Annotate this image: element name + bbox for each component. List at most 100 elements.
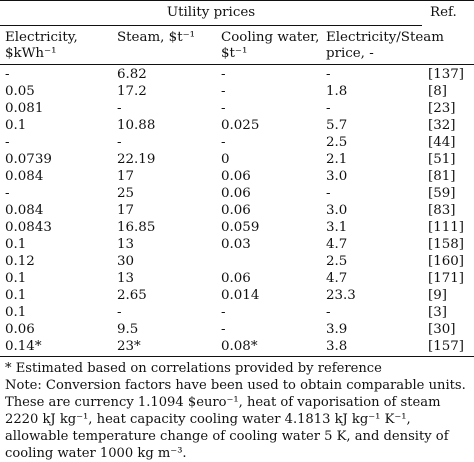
ref-cell: [59] [428,186,456,201]
ref-cell: [23] [428,101,456,116]
table-row: - 6.82 - - [137] [0,66,474,83]
ref-cell: [137] [428,67,465,82]
ratio-cell: 3.8 [326,339,348,354]
electricity-cell: 0.1 [5,271,27,286]
column-header-line: Electricity/Steam [326,30,444,45]
steam-cell: 13 [117,271,135,286]
column-header-line: Cooling water, [221,30,320,45]
ratio-cell: 3.0 [326,203,348,218]
ratio-cell: 2.5 [326,254,348,269]
ref-cell: [171] [428,271,465,286]
cooling-water-cell: 0.014 [221,288,260,303]
ratio-cell: 1.8 [326,84,348,99]
cooling-water-cell: 0.06 [221,186,251,201]
table-row: 0.0739 22.19 0 2.1 [51] [0,151,474,168]
ratio-cell: 23.3 [326,288,356,303]
table-row: 0.084 17 0.06 3.0 [81] [0,168,474,185]
electricity-cell: 0.081 [5,101,44,116]
ref-cell: [160] [428,254,465,269]
steam-cell: 17.2 [117,84,147,99]
table-row: 0.0843 16.85 0.059 3.1 [111] [0,219,474,236]
ratio-cell: 3.1 [326,220,348,235]
cooling-water-cell: 0.06 [221,271,251,286]
electricity-cell: 0.084 [5,203,44,218]
table-row: 0.084 17 0.06 3.0 [83] [0,202,474,219]
electricity-cell: - [5,67,10,82]
electricity-cell: 0.1 [5,237,27,252]
footnote-estimated: * Estimated based on correlations provid… [5,361,382,376]
ref-cell: [158] [428,237,465,252]
steam-cell: - [117,135,122,150]
electricity-cell: 0.1 [5,288,27,303]
table-row: - - - 2.5 [44] [0,134,474,151]
electricity-cell: - [5,186,10,201]
ref-cell: [51] [428,152,456,167]
ratio-cell: 2.1 [326,152,348,167]
steam-cell: 10.88 [117,118,156,133]
column-header-cooling-water: Cooling water, $t⁻¹ [221,30,319,62]
ref-cell: [3] [428,305,447,320]
column-header-unit: price, - [326,46,374,61]
electricity-cell: - [5,135,10,150]
electricity-cell: 0.0843 [5,220,52,235]
table-row: 0.12 30 2.5 [160] [0,253,474,270]
ratio-cell: - [326,101,331,116]
ref-cell: [44] [428,135,456,150]
cooling-water-cell: 0.025 [221,118,260,133]
electricity-cell: 0.1 [5,305,27,320]
electricity-cell: 0.05 [5,84,35,99]
header-rule [0,64,474,65]
group-underline [0,25,422,26]
footnote-conversion: Note: Conversion factors have been used … [5,378,466,461]
cooling-water-cell: - [221,67,226,82]
table-row: 0.1 13 0.06 4.7 [171] [0,270,474,287]
steam-cell: 6.82 [117,67,147,82]
group-header-utility-prices: Utility prices [166,5,256,20]
column-header-unit: $t⁻¹ [221,46,248,61]
table-row: 0.1 - - - [3] [0,304,474,321]
top-rule [0,0,474,2]
ratio-cell: 3.0 [326,169,348,184]
ref-cell: [8] [428,84,447,99]
cooling-water-cell: 0.03 [221,237,251,252]
ref-cell: [30] [428,322,456,337]
electricity-cell: 0.084 [5,169,44,184]
ref-cell: [111] [428,220,465,235]
column-header-steam: Steam, $t⁻¹ [117,30,195,46]
ref-cell: [157] [428,339,465,354]
steam-cell: 2.65 [117,288,147,303]
steam-cell: 25 [117,186,135,201]
table-row: 0.1 10.88 0.025 5.7 [32] [0,117,474,134]
ratio-cell: - [326,305,331,320]
ratio-cell: - [326,67,331,82]
table-row: - 25 0.06 - [59] [0,185,474,202]
table-body: -6.82- - [137] 0.05 17.2-1.8 [8] 0.081- - - [23] 0… [0,66,474,355]
electricity-cell: 0.06 [5,322,35,337]
column-header-line: Steam, $t⁻¹ [117,30,196,45]
column-header-line: Electricity, [5,30,78,45]
table-notes: * Estimated based on correlations provid… [5,360,473,462]
cooling-water-cell: - [221,305,226,320]
steam-cell: 17 [117,203,135,218]
steam-cell: - [117,101,122,116]
cooling-water-cell: 0 [221,152,230,167]
column-header-electricity-steam-ratio: Electricity/Steam price, - [326,30,444,62]
steam-cell: 16.85 [117,220,156,235]
ratio-cell: 4.7 [326,237,348,252]
ref-cell: [9] [428,288,447,303]
table-row: 0.1 13 0.03 4.7 [158] [0,236,474,253]
electricity-cell: 0.1 [5,118,27,133]
bottom-rule [0,356,474,358]
table-row: 0.14* 23* 0.08* 3.8 [157] [0,338,474,355]
column-header-unit: $kWh⁻¹ [5,46,57,61]
ref-cell: [83] [428,203,456,218]
cooling-water-cell: 0.06 [221,169,251,184]
electricity-cell: 0.12 [5,254,35,269]
table-row: 0.1 2.65 0.014 23.3 [9] [0,287,474,304]
steam-cell: 17 [117,169,135,184]
cooling-water-cell: - [221,135,226,150]
cooling-water-cell: 0.08* [221,339,258,354]
ref-cell: [32] [428,118,456,133]
ratio-cell: 5.7 [326,118,348,133]
